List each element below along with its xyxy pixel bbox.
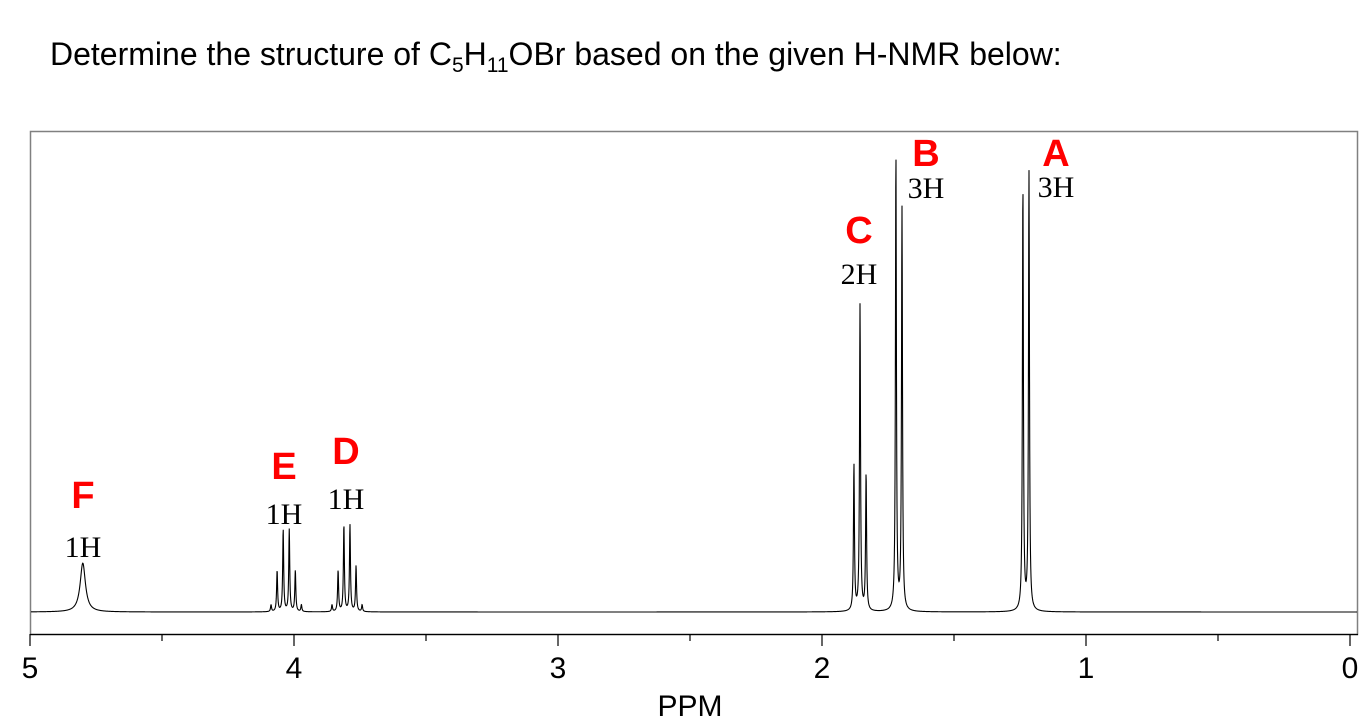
question-text: Determine the structure of C5H11OBr base… [50, 36, 1062, 76]
subscript-carbon-count: 5 [451, 54, 464, 77]
x-axis-ticks: 5 4 3 2 1 0 [22, 634, 1359, 685]
peak-integration: 1H [266, 498, 303, 531]
x-tick-label: 4 [286, 652, 303, 685]
peak-label-c: C 2H [841, 210, 878, 291]
x-tick-label: 2 [814, 652, 831, 685]
question-hydrogen: H [463, 36, 487, 72]
peak-integration: 3H [908, 172, 945, 205]
peak-label-a: A3H [1038, 133, 1075, 204]
subscript-hydrogen-count: 11 [486, 54, 509, 77]
peak-letter: D [332, 431, 359, 473]
x-axis-label: PPM [657, 690, 722, 723]
peak-integration: 1H [65, 531, 102, 564]
x-tick-label: 1 [1078, 652, 1095, 685]
question-suffix: OBr based on the given H-NMR below: [508, 36, 1062, 72]
peak-letter: E [271, 446, 296, 488]
x-tick-label: 5 [22, 652, 39, 685]
x-tick-label: 3 [550, 652, 567, 685]
x-tick-label: 0 [1342, 652, 1359, 685]
peak-integration: 1H [328, 483, 365, 516]
peak-label-f: F 1H [65, 475, 102, 564]
peak-letter: B [912, 133, 939, 175]
peak-label-e: E 1H [266, 446, 303, 531]
peak-letter: C [845, 210, 872, 252]
question-prefix: Determine the structure of C [50, 36, 452, 72]
plot-frame [29, 130, 1359, 636]
peak-label-d: D 1H [328, 431, 365, 516]
peak-letter: A [1042, 133, 1069, 175]
peak-letter: F [71, 475, 94, 517]
peak-label-b: B3H [908, 133, 945, 205]
peak-integration: 2H [841, 258, 878, 291]
peak-integration: 3H [1038, 171, 1075, 204]
spectrum-trace [31, 159, 1357, 613]
